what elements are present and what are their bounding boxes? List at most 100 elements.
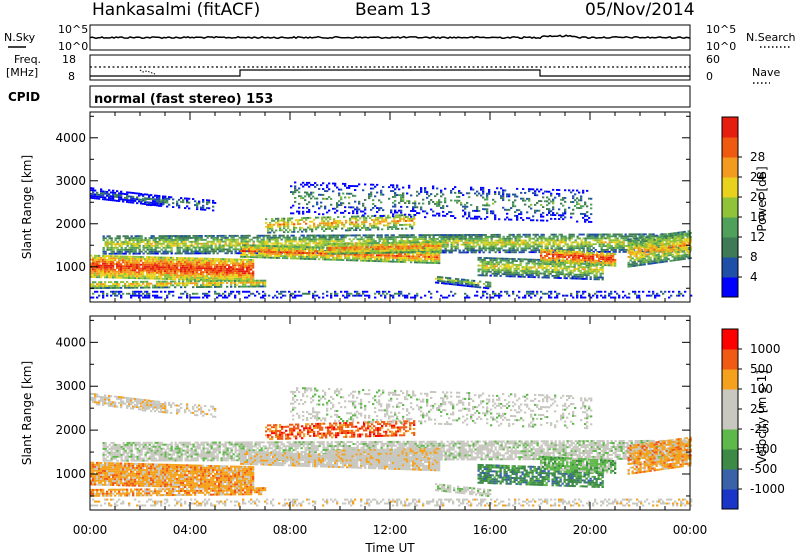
scatter-cell <box>118 239 121 242</box>
scatter-cell <box>258 250 261 253</box>
scatter-cell <box>192 250 195 253</box>
scatter-cell <box>124 248 127 251</box>
scatter-cell <box>566 247 569 250</box>
scatter-cell <box>110 281 113 284</box>
scatter-cell <box>474 241 477 244</box>
scatter-cell <box>214 265 217 268</box>
scatter-cell <box>292 236 295 239</box>
scatter-cell <box>182 276 185 279</box>
scatter-cell <box>392 205 395 208</box>
scatter-cell <box>196 237 199 239</box>
scatter-cell <box>106 264 109 267</box>
scatter-cell <box>198 252 201 255</box>
scatter-cell <box>120 245 123 247</box>
scatter-cell <box>382 254 385 257</box>
scatter-cell <box>214 282 217 284</box>
scatter-cell <box>372 256 375 259</box>
scatter-cell <box>194 261 197 264</box>
scatter-cell <box>384 238 387 241</box>
scatter-cell <box>182 244 185 247</box>
scatter-cell <box>118 252 121 255</box>
scatter-cell <box>140 235 143 238</box>
scatter-cell <box>337 221 340 224</box>
scatter-cell <box>184 246 187 249</box>
scatter-cell <box>391 226 394 229</box>
scatter-cell <box>102 270 105 273</box>
scatter-cell <box>392 190 395 192</box>
scatter-cell <box>632 235 635 238</box>
scatter-cell <box>346 255 349 258</box>
scatter-cell <box>311 230 314 233</box>
scatter-cell <box>118 257 121 260</box>
scatter-cell <box>134 263 137 266</box>
scatter-cell <box>321 220 324 223</box>
scatter-cell <box>100 256 103 259</box>
scatter-cell <box>330 234 333 237</box>
scatter-cell <box>284 247 287 250</box>
scatter-cell <box>118 235 121 238</box>
scatter-cell <box>320 193 323 196</box>
scatter-cell <box>206 201 209 204</box>
scatter-cell <box>148 237 151 239</box>
scatter-cell <box>214 259 217 262</box>
scatter-cell <box>436 203 439 205</box>
scatter-cell <box>388 252 391 255</box>
scatter-cell <box>212 275 215 278</box>
scatter-cell <box>287 223 290 226</box>
cpid-label: CPID <box>8 90 40 104</box>
scatter-cell <box>600 237 603 240</box>
scatter-cell <box>268 234 271 237</box>
scatter-cell <box>210 286 213 288</box>
scatter-cell <box>540 241 543 244</box>
scatter-cell <box>252 266 255 269</box>
scatter-cell <box>324 236 327 239</box>
scatter-cell <box>224 234 227 237</box>
scatter-cell <box>410 261 413 264</box>
scatter-cell <box>214 238 217 241</box>
scatter-cell <box>310 240 313 243</box>
scatter-cell <box>536 239 539 242</box>
scatter-cell <box>624 237 627 240</box>
scatter-cell <box>136 202 139 205</box>
scatter-cell <box>302 181 305 184</box>
scatter-cell <box>322 258 325 261</box>
scatter-cell <box>264 234 267 237</box>
scatter-cell <box>106 245 109 247</box>
scatter-cell <box>110 245 113 247</box>
scatter-cell <box>434 258 437 261</box>
scatter-cell <box>312 195 315 198</box>
scatter-cell <box>332 190 335 193</box>
scatter-cell <box>168 244 171 247</box>
scatter-cell <box>142 277 145 280</box>
scatter-cell <box>388 236 391 239</box>
scatter-cell <box>212 279 215 282</box>
scatter-cell <box>168 196 171 198</box>
scatter-cell <box>216 265 219 268</box>
scatter-cell <box>331 226 334 228</box>
scatter-cell <box>150 267 153 270</box>
scatter-cell <box>278 242 281 245</box>
scatter-cell <box>192 274 195 277</box>
scatter-cell <box>404 213 407 216</box>
scatter-cell <box>362 210 365 213</box>
scatter-cell <box>108 237 111 240</box>
scatter-cell <box>158 273 161 276</box>
scatter-cell <box>182 268 185 271</box>
scatter-cell <box>106 260 109 263</box>
scatter-cell <box>240 260 243 263</box>
scatter-cell <box>170 268 173 271</box>
scatter-cell <box>136 239 139 241</box>
scatter-cell <box>216 277 219 280</box>
scatter-cell <box>600 241 603 244</box>
scatter-cell <box>548 241 551 244</box>
scatter-cell <box>370 208 373 211</box>
scatter-cell <box>150 204 153 207</box>
scatter-cell <box>214 236 217 239</box>
scatter-cell <box>204 265 207 268</box>
scatter-cell <box>236 262 239 265</box>
scatter-cell <box>94 195 97 198</box>
scatter-cell <box>274 242 277 245</box>
scatter-cell <box>378 254 381 257</box>
scatter-cell <box>138 239 141 241</box>
scatter-cell <box>636 233 639 236</box>
